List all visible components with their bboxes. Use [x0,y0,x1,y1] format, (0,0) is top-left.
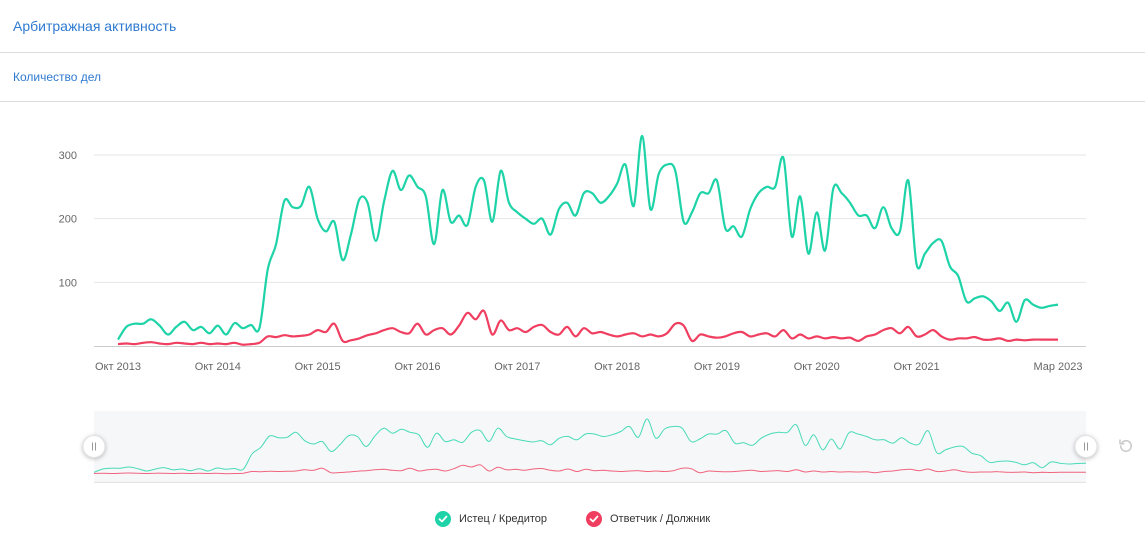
y-tick-label: 100 [59,277,77,289]
slider-handle-icon[interactable] [82,435,106,458]
slider-handle-icon[interactable] [1074,435,1098,458]
legend-item-plaintiff[interactable]: Истец / Кредитор [435,509,547,529]
legend-item-defendant[interactable]: Ответчик / Должник [586,509,710,529]
x-tick-label: Окт 2019 [694,361,740,373]
series-line-defendant [117,309,1058,346]
legend-label: Истец / Кредитор [459,513,548,525]
x-tick-label: Окт 2018 [594,361,640,373]
reset-icon[interactable] [1117,437,1135,455]
range-handle-right[interactable] [1074,435,1098,458]
check-icon [586,511,602,527]
check-icon [435,511,451,527]
navigator-series-defendant [93,464,1087,475]
range-handle-left[interactable] [82,435,106,458]
y-tick-label: 300 [59,150,77,162]
navigator-series-plaintiff [93,418,1087,473]
legend-label: Ответчик / Должник [610,513,711,525]
x-tick-label: Окт 2021 [894,361,940,373]
x-tick-label: Окт 2015 [295,361,341,373]
x-tick-label: Окт 2013 [95,361,141,373]
x-tick-label: Окт 2020 [794,361,840,373]
x-tick-label: Окт 2014 [195,361,241,373]
page-title: Арбитражная активность [13,18,177,34]
section-header: Количество дел [0,53,1145,102]
x-tick-label: Окт 2017 [494,361,540,373]
x-tick-label: Окт 2016 [394,361,440,373]
line-chart: 100 200 300 Окт 2013 Окт 2014 Окт 2015 Окт 201… [59,134,1098,483]
series-line-plaintiff [117,134,1059,341]
page-header: Арбитражная активность [0,0,1145,53]
y-tick-label: 200 [59,214,77,226]
section-title: Количество дел [13,70,102,84]
chart-legend: Истец / Кредитор Ответчик / Должник [0,509,1145,529]
x-tick-label: Мар 2023 [1033,361,1082,373]
